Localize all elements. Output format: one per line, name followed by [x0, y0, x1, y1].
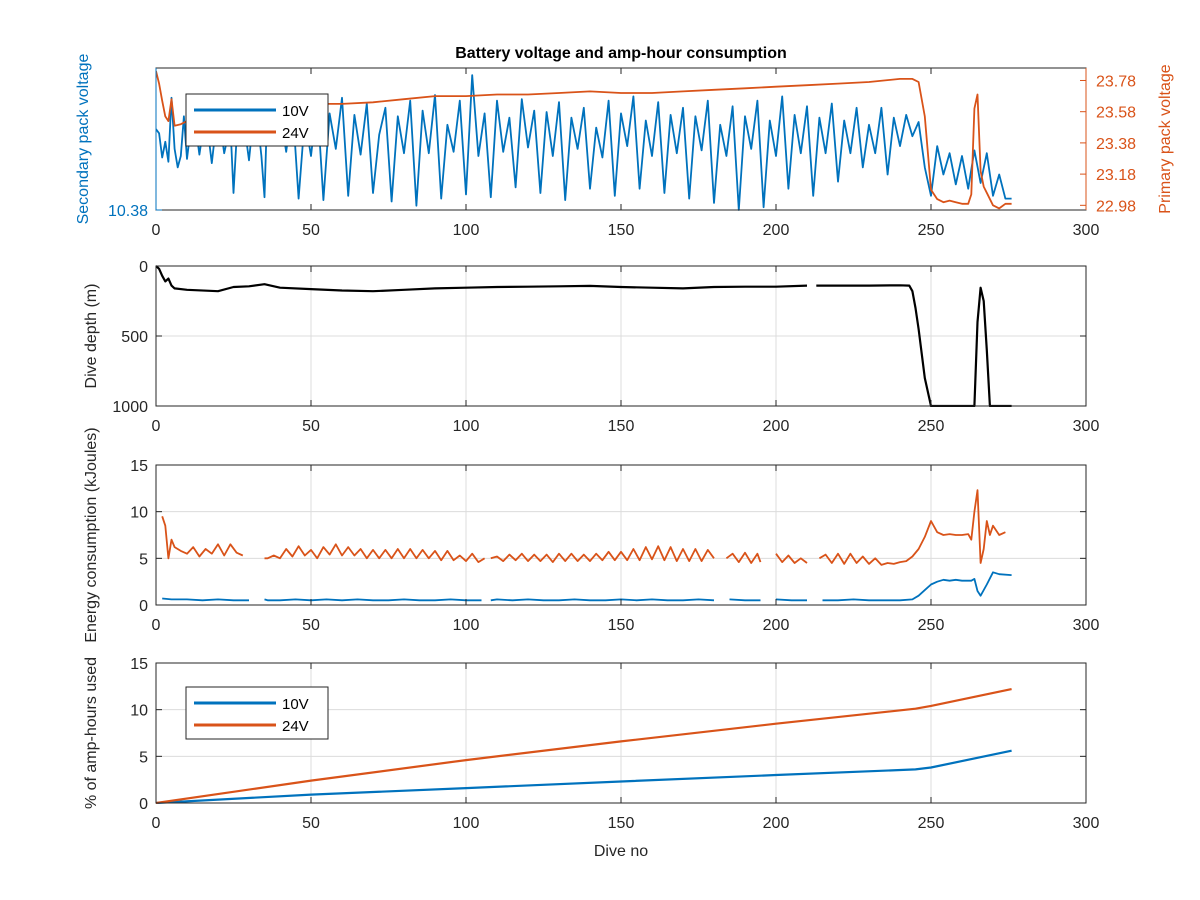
y-axis-label: Energy consumption (kJoules): [83, 427, 100, 642]
x-tick-label: 150: [608, 418, 635, 435]
y-tick-label: 10: [130, 505, 148, 522]
y-tick-label: 500: [121, 329, 148, 346]
y-axis-label: % of amp-hours used: [83, 657, 100, 809]
legend-box: [185, 686, 329, 740]
x-tick-label: 200: [763, 222, 790, 239]
x-tick-label: 50: [302, 617, 320, 634]
series-line-10v: [162, 571, 1012, 602]
y-right-tick-label: 23.18: [1096, 167, 1136, 184]
y-tick-label: 1000: [112, 399, 148, 416]
x-tick-label: 100: [453, 815, 480, 832]
x-tick-label: 150: [608, 617, 635, 634]
series-line-24v: [156, 688, 1012, 804]
x-tick-label: 300: [1073, 617, 1100, 634]
series-line-10v: [156, 749, 1012, 804]
chart-title: Battery voltage and amp-hour consumption: [455, 45, 787, 62]
legend-label: 24V: [282, 718, 309, 735]
y-tick-label: 0: [139, 598, 148, 615]
series-line-24v: [161, 489, 1006, 566]
x-tick-label: 300: [1073, 222, 1100, 239]
panel-2: 0 50 100 150 200 250 300 0 500 1000 Dive depth (m): [83, 259, 1099, 435]
y-axis-label-right: Primary pack voltage: [1157, 64, 1174, 213]
y-tick-label: 15: [130, 458, 148, 475]
legend-box: [185, 93, 329, 147]
x-tick-label: 0: [152, 815, 161, 832]
x-tick-label: 250: [918, 815, 945, 832]
x-tick-label: 50: [302, 418, 320, 435]
x-tick-label: 150: [608, 815, 635, 832]
series-group: [156, 688, 1012, 804]
x-tick-label: 250: [918, 617, 945, 634]
y-tick-label: 10.38: [108, 203, 148, 220]
x-axis-label: Dive no: [594, 843, 648, 860]
x-tick-label: 200: [763, 815, 790, 832]
x-tick-label: 0: [152, 617, 161, 634]
series-group: [161, 489, 1012, 602]
y-axis-label: Secondary pack voltage: [75, 54, 92, 225]
x-tick-label: 50: [302, 815, 320, 832]
y-tick-label: 0: [139, 796, 148, 813]
x-tick-label: 0: [152, 418, 161, 435]
y-right-tick-label: 22.98: [1096, 198, 1136, 215]
x-tick-label: 100: [453, 617, 480, 634]
y-right-tick-label: 23.78: [1096, 73, 1136, 90]
y-tick-label: 15: [130, 656, 148, 673]
x-tick-label: 100: [453, 418, 480, 435]
x-tick-label: 0: [152, 222, 161, 239]
legend-label: 10V: [282, 696, 309, 713]
x-tick-label: 200: [763, 418, 790, 435]
x-tick-label: 300: [1073, 815, 1100, 832]
x-tick-label: 100: [453, 222, 480, 239]
legend-label: 10V: [282, 103, 309, 120]
legend-label: 24V: [282, 125, 309, 142]
x-tick-label: 50: [302, 222, 320, 239]
y-axis-label: Dive depth (m): [83, 284, 100, 389]
x-tick-label: 150: [608, 222, 635, 239]
y-right-tick-label: 23.58: [1096, 105, 1136, 122]
y-tick-label: 5: [139, 551, 148, 568]
y-tick-label: 0: [139, 259, 148, 276]
y-tick-label: 10: [130, 703, 148, 720]
x-tick-label: 250: [918, 222, 945, 239]
y-tick-label: 5: [139, 749, 148, 766]
x-tick-label: 300: [1073, 418, 1100, 435]
panel-3: 0 50 100 150 200 250 300 0 5 10 15 Energy consumpti…: [83, 427, 1099, 642]
series-line-10v: [156, 74, 1012, 211]
x-tick-label: 250: [918, 418, 945, 435]
panel-4: 0 50 100 150 200 250 300 0 5 10 15 % of amp-hours u…: [83, 656, 1099, 860]
panel-1: 0 50 100 150 200 250 300 10.38 22.98 23.18 23.38 23…: [75, 45, 1174, 239]
y-right-tick-label: 23.38: [1096, 136, 1136, 153]
x-tick-label: 200: [763, 617, 790, 634]
